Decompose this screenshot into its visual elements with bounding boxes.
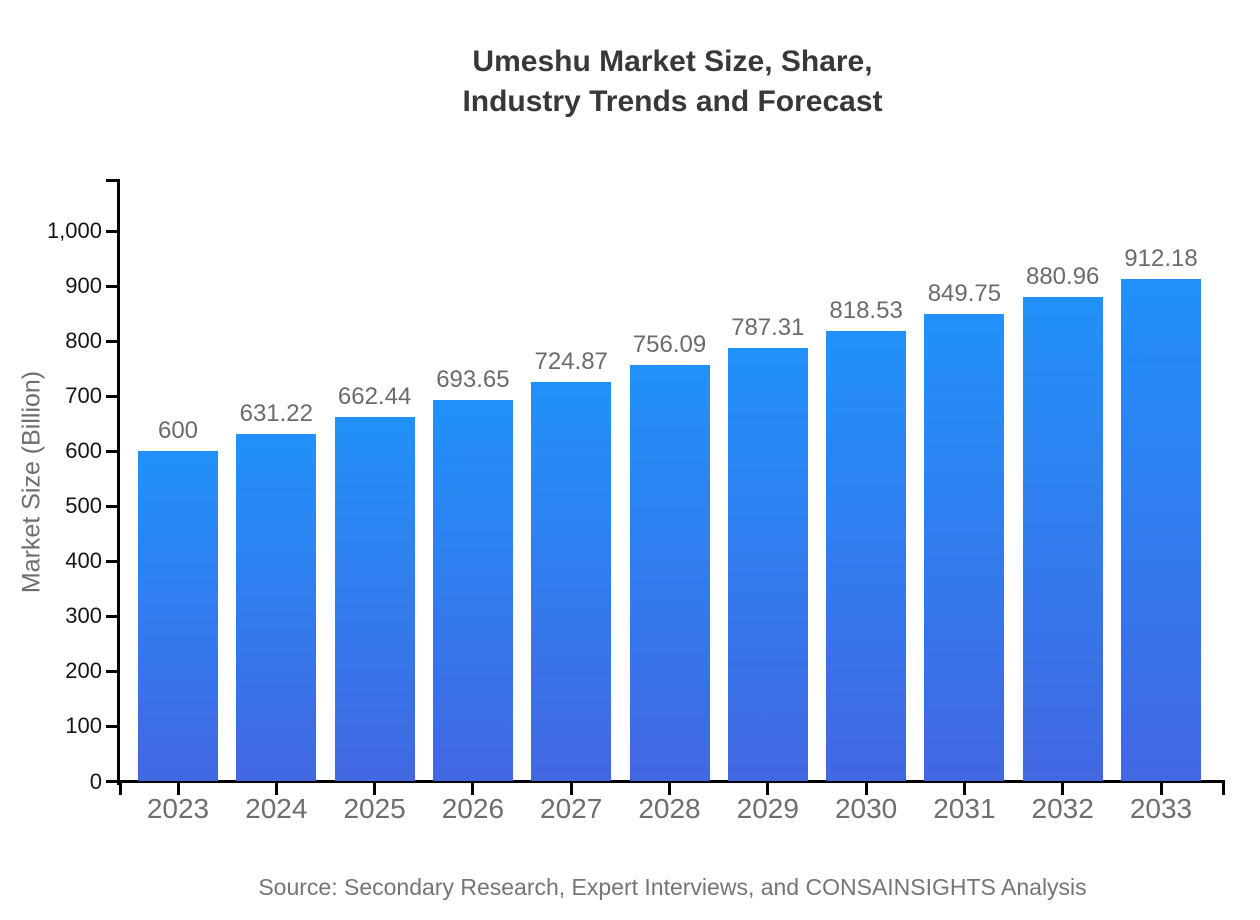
x-tick-label: 2030 <box>834 793 898 824</box>
x-axis-end-tick <box>1222 780 1225 795</box>
y-tick-mark <box>106 229 120 233</box>
x-axis-start-tick <box>119 783 122 795</box>
bar <box>1022 296 1103 782</box>
bar-value-label: 880.96 <box>1025 262 1100 290</box>
y-tick-mark <box>106 339 120 343</box>
chart-title-line1: Umeshu Market Size, Share, <box>472 45 873 78</box>
bar <box>334 416 415 782</box>
x-tick-mark <box>274 783 278 795</box>
y-tick-mark <box>106 284 120 288</box>
x-tick-label: 2023 <box>146 793 210 824</box>
x-tick-mark <box>1061 783 1065 795</box>
y-tick-label: 100 <box>65 713 102 739</box>
y-tick-mark <box>106 669 120 673</box>
y-axis-end-tick <box>106 179 120 182</box>
chart-title-line2: Industry Trends and Forecast <box>462 85 883 118</box>
x-tick-mark <box>1159 783 1163 795</box>
x-tick-label: 2024 <box>245 793 308 824</box>
y-tick-label: 600 <box>65 438 102 464</box>
bar-value-label: 662.44 <box>337 382 412 410</box>
bar-value-label: 787.31 <box>731 314 805 342</box>
y-tick-label: 400 <box>65 548 102 574</box>
y-tick-label: 700 <box>65 383 102 409</box>
y-tick-mark <box>106 449 120 453</box>
y-tick-mark <box>106 394 120 398</box>
bar-value-label: 818.53 <box>829 296 903 324</box>
y-tick-mark <box>106 780 120 783</box>
y-tick-label: 300 <box>65 603 102 629</box>
y-tick-label: 500 <box>65 493 102 519</box>
bar <box>432 399 513 782</box>
y-tick-label: 200 <box>65 658 102 684</box>
y-tick-label: 900 <box>65 273 102 299</box>
y-tick-mark <box>106 614 120 618</box>
x-tick-mark <box>962 783 966 795</box>
chart-title: Umeshu Market Size, Share, Industry Tren… <box>120 42 1225 122</box>
x-tick-label: 2032 <box>1031 793 1094 824</box>
x-tick-mark <box>176 783 180 795</box>
y-tick-mark <box>106 559 120 563</box>
bar-value-label: 724.87 <box>534 348 608 376</box>
x-tick-label: 2027 <box>540 793 603 824</box>
x-tick-mark <box>864 783 868 795</box>
bar-value-label: 756.09 <box>632 331 707 359</box>
x-tick-mark <box>668 783 671 795</box>
chart-source: Source: Secondary Research, Expert Inter… <box>258 874 1087 900</box>
x-tick-label: 2025 <box>343 793 406 824</box>
x-tick-label: 2033 <box>1129 793 1193 824</box>
x-tick-label: 2026 <box>441 793 505 824</box>
bar <box>629 365 710 782</box>
x-tick-mark <box>569 783 573 795</box>
bar <box>138 451 218 782</box>
y-tick-label: 1,000 <box>46 218 102 243</box>
x-tick-label: 2028 <box>638 793 701 824</box>
bar-value-label: 600 <box>157 417 199 445</box>
x-tick-label: 2031 <box>933 793 996 824</box>
bar <box>727 348 808 782</box>
x-tick-mark <box>373 783 377 795</box>
x-tick-mark <box>471 783 475 795</box>
bar-value-label: 912.18 <box>1124 245 1198 273</box>
x-tick-mark <box>766 783 770 795</box>
y-tick-label: 0 <box>89 768 102 794</box>
bar <box>531 382 612 782</box>
bar-value-label: 631.22 <box>239 400 313 427</box>
x-tick-label: 2029 <box>736 793 799 824</box>
bar-value-label: 693.65 <box>436 365 510 393</box>
bar <box>1121 279 1201 782</box>
y-tick-mark <box>106 724 120 728</box>
bar <box>826 330 907 782</box>
y-tick-mark <box>106 504 120 508</box>
bar <box>924 313 1005 782</box>
bar <box>236 434 317 782</box>
bar-value-label: 849.75 <box>927 279 1002 307</box>
y-axis-line <box>117 179 120 785</box>
x-axis-line <box>117 780 1225 783</box>
y-tick-label: 800 <box>65 328 102 354</box>
